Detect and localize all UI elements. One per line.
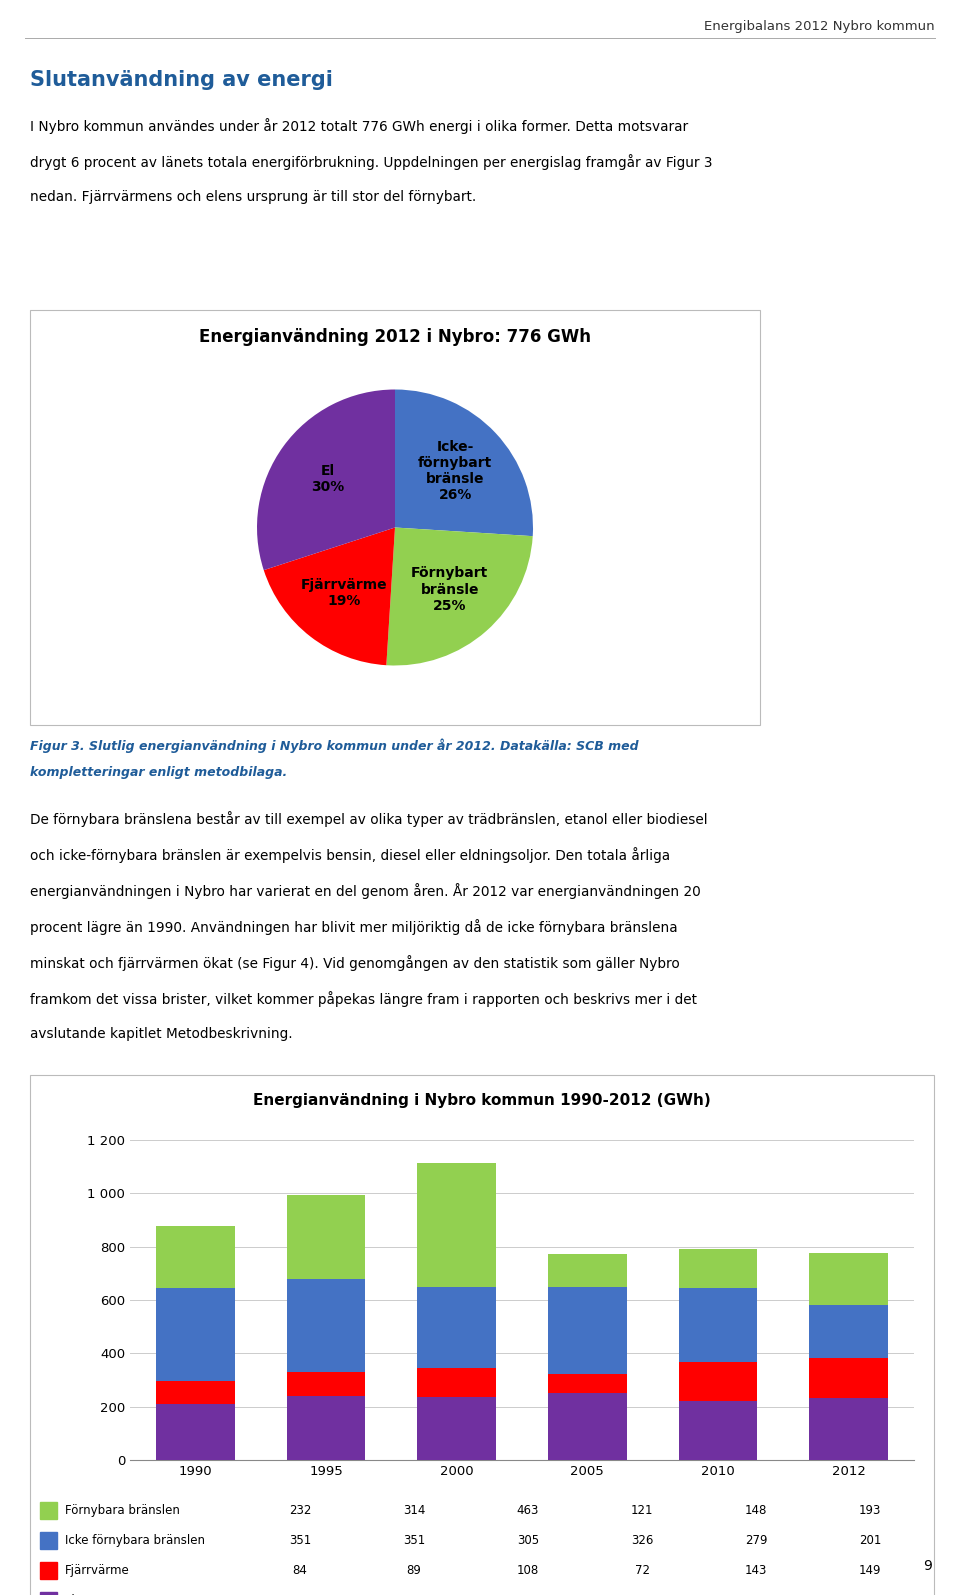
Text: Energibalans 2012 Nybro kommun: Energibalans 2012 Nybro kommun — [705, 21, 935, 33]
Text: 89: 89 — [407, 1563, 421, 1576]
Text: De förnybara bränslena består av till exempel av olika typer av trädbränslen, et: De förnybara bränslena består av till ex… — [30, 810, 708, 826]
Text: 108: 108 — [516, 1563, 540, 1576]
Text: 148: 148 — [745, 1504, 767, 1517]
Text: energianvändningen i Nybro har varierat en del genom åren. År 2012 var energianv: energianvändningen i Nybro har varierat … — [30, 884, 701, 900]
Bar — [809, 1359, 888, 1399]
Text: framkom det vissa brister, vilket kommer påpekas längre fram i rapporten och bes: framkom det vissa brister, vilket kommer… — [30, 990, 697, 1006]
Text: 9: 9 — [924, 1558, 932, 1573]
Bar — [809, 1254, 888, 1305]
Bar — [418, 1287, 496, 1369]
Bar — [548, 1254, 627, 1287]
Text: och icke-förnybara bränslen är exempelvis bensin, diesel eller eldningsoljor. De: och icke-förnybara bränslen är exempelvi… — [30, 847, 670, 863]
Bar — [156, 1381, 234, 1404]
Bar — [156, 1287, 234, 1381]
Text: 201: 201 — [859, 1533, 881, 1547]
Bar — [40, 1531, 57, 1549]
Text: 232: 232 — [289, 1504, 311, 1517]
Bar — [287, 1195, 365, 1279]
Text: 84: 84 — [293, 1563, 307, 1576]
Bar — [418, 1369, 496, 1397]
Bar — [287, 1396, 365, 1459]
Text: 121: 121 — [631, 1504, 653, 1517]
Text: 314: 314 — [403, 1504, 425, 1517]
Wedge shape — [257, 389, 395, 569]
Text: Slutanvändning av energi: Slutanvändning av energi — [30, 70, 333, 89]
Text: Förnybara bränslen: Förnybara bränslen — [65, 1504, 180, 1517]
Wedge shape — [386, 528, 533, 665]
Text: Fjärrvärme
19%: Fjärrvärme 19% — [300, 577, 388, 608]
Text: minskat och fjärrvärmen ökat (se Figur 4). Vid genomgången av den statistik som : minskat och fjärrvärmen ökat (se Figur 4… — [30, 955, 680, 971]
Text: Icke-
förnybart
bränsle
26%: Icke- förnybart bränsle 26% — [419, 440, 492, 502]
Bar — [40, 1592, 57, 1595]
Text: El
30%: El 30% — [311, 464, 345, 494]
Text: avslutande kapitlet Metodbeskrivning.: avslutande kapitlet Metodbeskrivning. — [30, 1027, 293, 1042]
Bar — [548, 1373, 627, 1392]
Bar — [40, 1501, 57, 1518]
Bar — [418, 1163, 496, 1287]
Text: 72: 72 — [635, 1563, 650, 1576]
Text: procent lägre än 1990. Användningen har blivit mer miljöriktig då de icke förnyb: procent lägre än 1990. Användningen har … — [30, 919, 678, 935]
Text: 326: 326 — [631, 1533, 653, 1547]
Text: 149: 149 — [859, 1563, 881, 1576]
Bar — [156, 1227, 234, 1287]
Text: drygt 6 procent av länets totala energiförbrukning. Uppdelningen per energislag : drygt 6 procent av länets totala energif… — [30, 155, 712, 171]
Bar — [548, 1287, 627, 1373]
Text: 305: 305 — [516, 1533, 540, 1547]
Text: 351: 351 — [403, 1533, 425, 1547]
Bar — [809, 1305, 888, 1359]
Bar — [418, 1397, 496, 1459]
Bar — [287, 1372, 365, 1396]
Bar — [679, 1362, 757, 1400]
Bar — [679, 1400, 757, 1459]
Text: Icke förnybara bränslen: Icke förnybara bränslen — [65, 1533, 205, 1547]
Text: Förnybart
bränsle
25%: Förnybart bränsle 25% — [411, 566, 489, 612]
Bar — [679, 1289, 757, 1362]
Bar — [548, 1392, 627, 1459]
Text: Figur 3. Slutlig energianvändning i Nybro kommun under år 2012. Datakälla: SCB m: Figur 3. Slutlig energianvändning i Nybr… — [30, 738, 638, 753]
Text: 143: 143 — [745, 1563, 767, 1576]
Text: Energianvändning 2012 i Nybro: 776 GWh: Energianvändning 2012 i Nybro: 776 GWh — [199, 329, 591, 346]
Text: 193: 193 — [859, 1504, 881, 1517]
Text: I Nybro kommun användes under år 2012 totalt 776 GWh energi i olika former. Dett: I Nybro kommun användes under år 2012 to… — [30, 118, 688, 134]
Text: 351: 351 — [289, 1533, 311, 1547]
Wedge shape — [395, 389, 533, 536]
Bar — [30, 1075, 934, 1595]
Bar — [287, 1279, 365, 1372]
Text: nedan. Fjärrvärmens och elens ursprung är till stor del förnybart.: nedan. Fjärrvärmens och elens ursprung ä… — [30, 190, 476, 204]
Bar — [679, 1249, 757, 1289]
Text: Fjärrvärme: Fjärrvärme — [65, 1563, 130, 1576]
Bar — [40, 1562, 57, 1579]
Text: kompletteringar enligt metodbilaga.: kompletteringar enligt metodbilaga. — [30, 766, 287, 778]
Bar — [30, 309, 760, 726]
Wedge shape — [264, 528, 395, 665]
Text: Energianvändning i Nybro kommun 1990-2012 (GWh): Energianvändning i Nybro kommun 1990-201… — [253, 1093, 710, 1109]
Text: 279: 279 — [745, 1533, 767, 1547]
Bar — [809, 1399, 888, 1459]
Text: 463: 463 — [516, 1504, 540, 1517]
Bar — [156, 1404, 234, 1459]
